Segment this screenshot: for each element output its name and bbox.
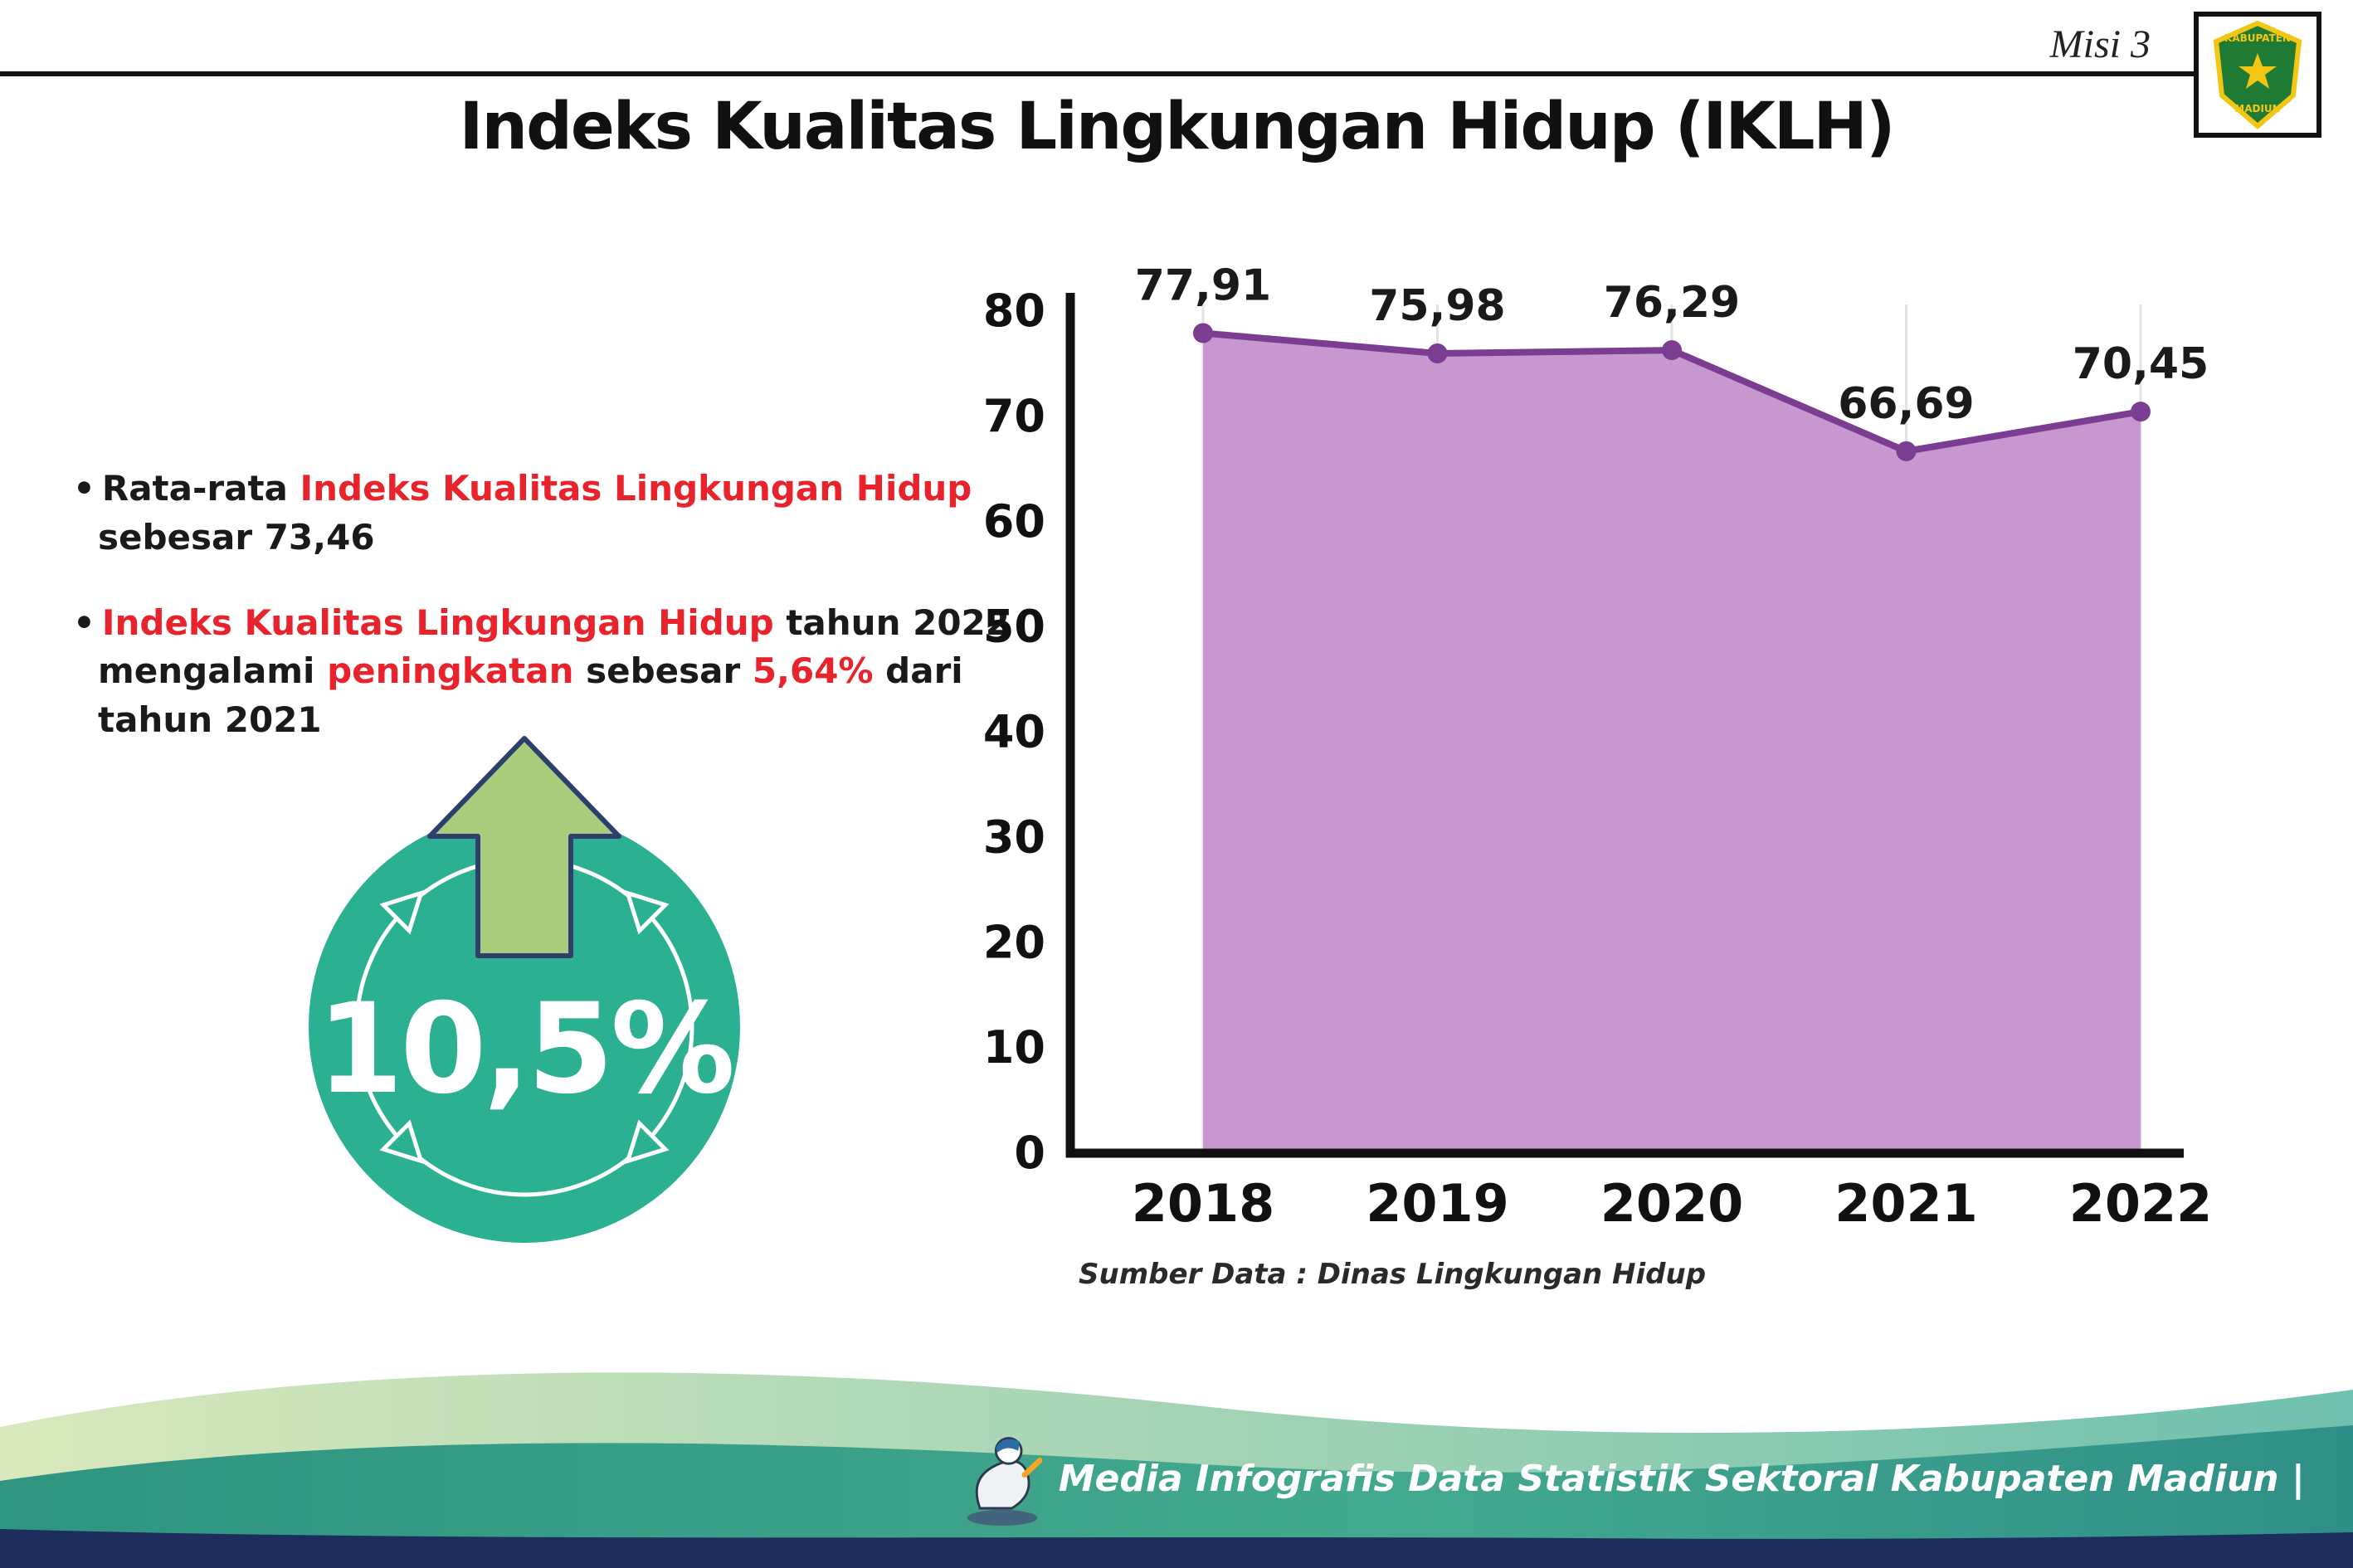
point-label: 75,98 xyxy=(1369,281,1505,331)
x-tick-label: 2018 xyxy=(1132,1173,1275,1234)
highlight-text: 5,64% xyxy=(752,650,874,692)
x-tick-label: 2022 xyxy=(2069,1173,2213,1234)
up-arrow-icon xyxy=(427,736,621,958)
mascot-icon xyxy=(967,1437,1042,1527)
body-text: tahun 2022 mengalami xyxy=(98,601,1010,692)
data-point xyxy=(2131,402,2151,422)
increase-badge: 10,5% xyxy=(309,736,740,1243)
x-tick-label: 2021 xyxy=(1834,1173,1978,1234)
y-tick-label: 30 xyxy=(983,811,1045,863)
bullet-item: • Rata-rata Indeks Kualitas Lingkungan Hi… xyxy=(73,465,1060,562)
y-tick-label: 20 xyxy=(983,916,1045,968)
body-text: sebesar 73,46 xyxy=(98,516,375,558)
highlight-text: peningkatan xyxy=(327,650,574,692)
y-tick-label: 40 xyxy=(983,706,1045,758)
emblem-star-icon xyxy=(2239,53,2277,89)
footer-caption: Media Infografis Data Statistik Sektoral… xyxy=(1058,1457,2305,1500)
point-label: 76,29 xyxy=(1604,278,1740,328)
footer-wave xyxy=(0,1372,2353,1568)
footer-wave-teal xyxy=(0,1425,2353,1568)
y-tick-label: 10 xyxy=(983,1021,1045,1074)
bullet-dot: • xyxy=(73,468,95,509)
emblem-text-bottom: MADIUN xyxy=(2234,103,2280,114)
page-title: Indeks Kualitas Lingkungan Hidup (IKLH) xyxy=(459,90,1896,164)
source-caption: Sumber Data : Dinas Lingkungan Hidup xyxy=(1079,1258,1707,1291)
body-text: dari tahun 2021 xyxy=(98,650,963,741)
header-divider xyxy=(0,71,2200,76)
point-label: 66,69 xyxy=(1838,379,1974,429)
x-tick-label: 2020 xyxy=(1600,1173,1744,1234)
y-tick-label: 0 xyxy=(1014,1127,1045,1179)
footer-wave-navy xyxy=(0,1529,2353,1568)
iklh-chart-area: 77,91 75,98 76,29 66,69 70,45 0 10 20 30 40 50 60 70… xyxy=(929,245,2257,1348)
misi-label: Misi 3 xyxy=(2049,22,2151,66)
footer-bar: Media Infografis Data Statistik Sektoral… xyxy=(962,1429,2305,1528)
bullet-dot: • xyxy=(73,601,95,643)
bullet-list: • Rata-rata Indeks Kualitas Lingkungan Hi… xyxy=(73,465,1060,782)
y-tick-label: 50 xyxy=(983,601,1045,653)
highlight-text: Indeks Kualitas Lingkungan Hidup xyxy=(101,601,774,643)
data-point xyxy=(1427,343,1448,364)
iklh-area-chart: 77,91 75,98 76,29 66,69 70,45 0 10 20 30 40 50 60 70… xyxy=(983,261,2213,1234)
badge-value: 10,5% xyxy=(316,977,735,1122)
emblem-text-top: KABUPATEN xyxy=(2224,32,2291,44)
kabupaten-madiun-emblem: KABUPATEN MADIUN xyxy=(2213,20,2302,129)
highlight-text: Indeks Kualitas Lingkungan Hidup xyxy=(300,468,972,509)
x-tick-label: 2019 xyxy=(1366,1173,1509,1234)
data-point xyxy=(1896,441,1917,461)
point-label: 77,91 xyxy=(1135,261,1271,311)
point-label: 70,45 xyxy=(2073,339,2209,389)
kabupaten-madiun-logo: KABUPATEN MADIUN xyxy=(2194,12,2321,138)
body-text: sebesar xyxy=(573,650,753,692)
y-tick-label: 80 xyxy=(983,285,1045,337)
body-text: Rata-rata xyxy=(101,468,300,509)
data-point xyxy=(1662,340,1682,361)
area-fill xyxy=(1203,333,2141,1154)
ring-tick-nw xyxy=(379,889,425,935)
y-tick-label: 70 xyxy=(983,390,1045,442)
data-point xyxy=(1193,323,1213,343)
ring-tick-se xyxy=(624,1119,670,1165)
y-tick-label: 60 xyxy=(983,495,1045,548)
bullet-item: • Indeks Kualitas Lingkungan Hidup tahun … xyxy=(73,599,1060,745)
ring-tick-sw xyxy=(379,1119,425,1165)
ring-tick-ne xyxy=(624,889,670,935)
